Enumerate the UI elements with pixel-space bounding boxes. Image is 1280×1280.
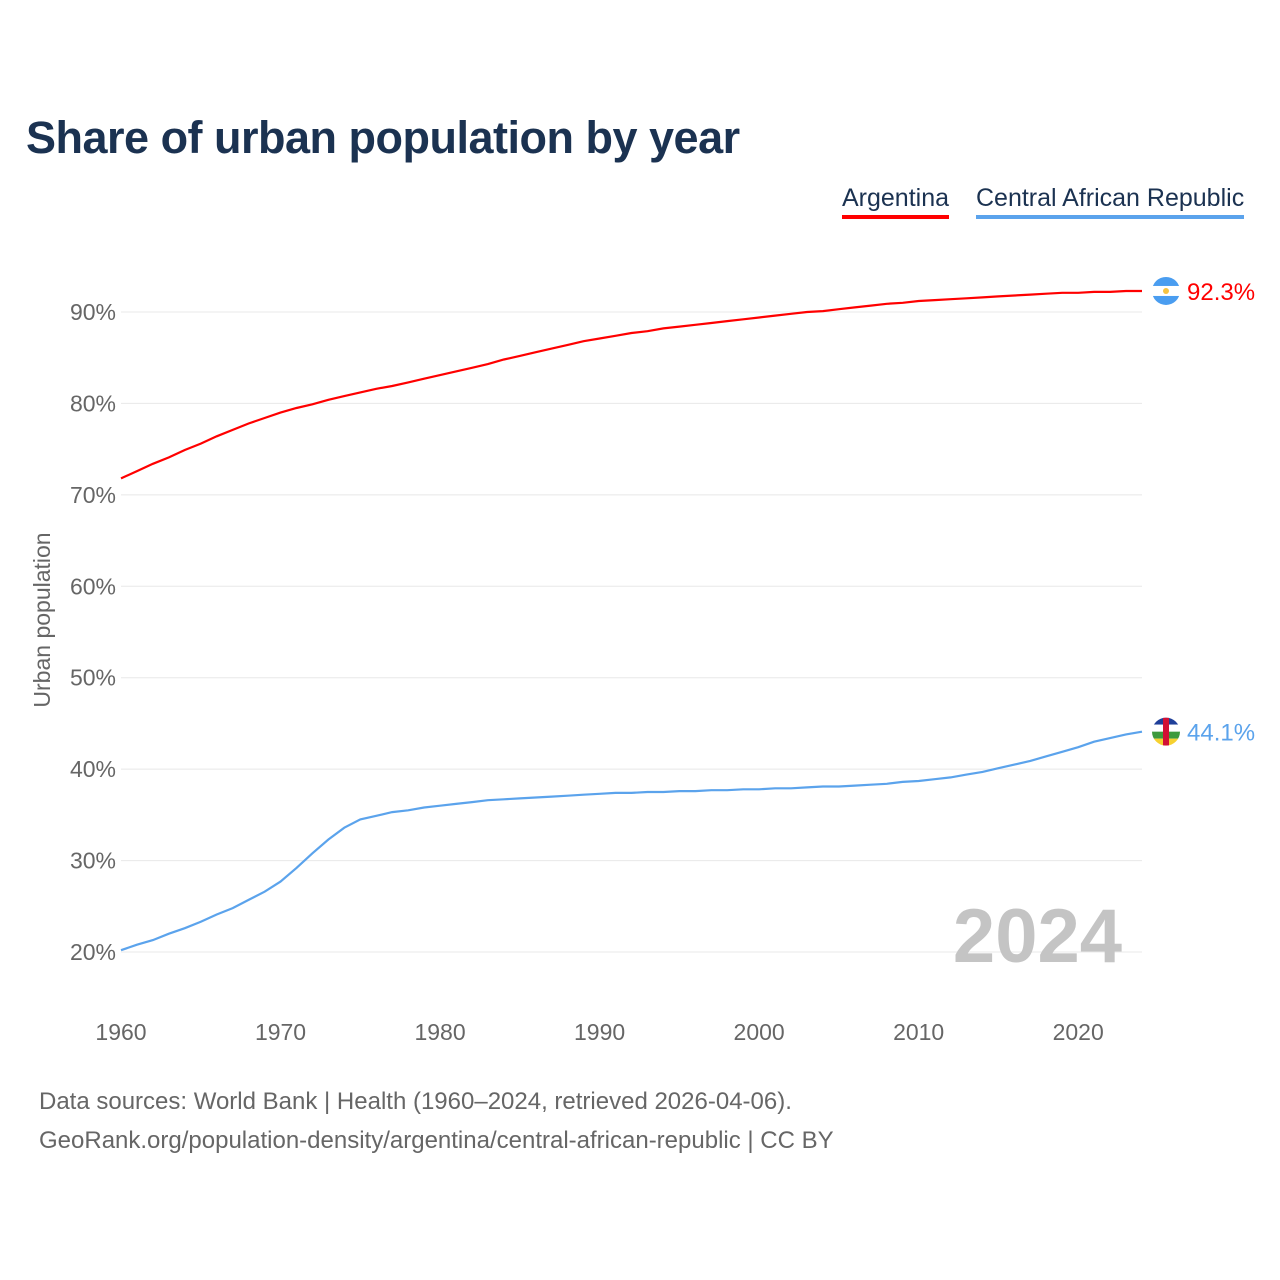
flag-central-african-republic-icon xyxy=(1152,717,1180,746)
series-line-argentina xyxy=(120,289,1142,480)
x-tick-label: 2020 xyxy=(1053,1019,1104,1045)
end-value-label: 92.3% xyxy=(1187,279,1255,306)
flag-icon xyxy=(1152,276,1180,305)
legend-argentina[interactable]: Argentina xyxy=(842,184,950,219)
legend-central-african-republic[interactable]: Central African Republic xyxy=(976,184,1245,219)
y-tick-label: 80% xyxy=(70,390,116,416)
y-tick-label: 40% xyxy=(70,756,116,782)
x-tick-label: 1960 xyxy=(95,1019,146,1045)
x-tick-label: 1980 xyxy=(414,1019,465,1045)
x-tick-label: 1970 xyxy=(255,1019,306,1045)
x-tick-label: 2000 xyxy=(734,1019,785,1045)
year-watermark: 2024 xyxy=(953,894,1122,979)
series-line-central-african-republic xyxy=(120,730,1143,952)
end-value-label: 44.1% xyxy=(1187,720,1255,747)
y-tick-label: 50% xyxy=(70,665,116,691)
y-tick-label: 60% xyxy=(70,573,116,599)
flag-sun xyxy=(1163,287,1169,294)
y-axis-label: Urban population xyxy=(29,532,55,707)
flag-icon xyxy=(1152,717,1180,746)
y-tick-label: 20% xyxy=(70,939,116,965)
y-tick-label: 30% xyxy=(70,848,116,874)
chart-title: Share of urban population by year xyxy=(26,112,740,163)
flag-stripe xyxy=(1163,717,1169,746)
footer-url[interactable]: GeoRank.org/population-density/argentina… xyxy=(39,1127,834,1154)
y-tick-label: 90% xyxy=(70,299,116,325)
x-tick-label: 2010 xyxy=(893,1019,944,1045)
y-tick-label: 70% xyxy=(70,482,116,508)
footer-sources: Data sources: World Bank | Health (1960–… xyxy=(39,1088,792,1115)
x-tick-label: 1990 xyxy=(574,1019,625,1045)
